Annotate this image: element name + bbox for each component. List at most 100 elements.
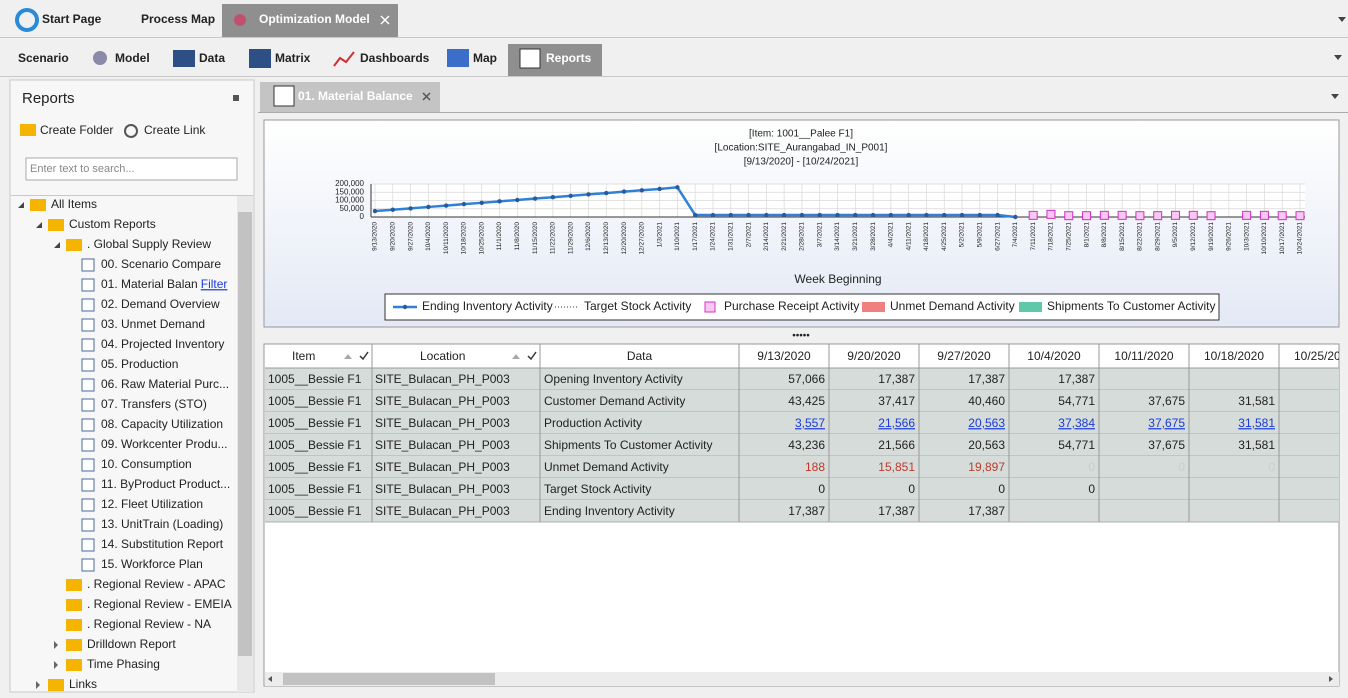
search-placeholder[interactable]: Enter text to search... (30, 163, 135, 175)
column-header[interactable]: Item (292, 349, 315, 363)
tree-item[interactable]: Time Phasing (87, 657, 160, 671)
tree-item[interactable]: Links (69, 677, 97, 691)
tab[interactable]: Start Page (42, 12, 102, 26)
x-tick-label: 9/26/2021 (1226, 222, 1233, 251)
marker (1082, 211, 1092, 221)
toolbar-button[interactable]: Matrix (275, 51, 311, 65)
tree-item[interactable]: 11. ByProduct Product... (101, 477, 230, 491)
close-button[interactable] (422, 92, 431, 101)
toolbar-button[interactable]: Map (473, 51, 497, 65)
tree-item[interactable]: . Global Supply Review (87, 237, 211, 251)
tree-item[interactable]: 00. Scenario Compare (101, 257, 221, 271)
x-axis-label: Week Beginning (794, 272, 881, 286)
close-button[interactable] (380, 15, 390, 25)
cell[interactable]: 3,557 (795, 416, 825, 430)
x-tick-label: 10/11/2020 (443, 222, 450, 254)
dropdown[interactable] (1338, 17, 1346, 22)
expander[interactable] (54, 242, 60, 248)
cell: 20,563 (968, 438, 1005, 452)
x-tick-label: 10/18/2020 (461, 222, 468, 255)
cell: 188 (805, 460, 825, 474)
cell[interactable]: 21,566 (878, 416, 915, 430)
column-header[interactable]: Location (420, 349, 465, 363)
column-header[interactable]: 10/25/2020 (1294, 349, 1348, 363)
expander[interactable] (18, 202, 24, 208)
tree-item[interactable]: 02. Demand Overview (101, 297, 220, 311)
toolbar-button[interactable]: Data (199, 51, 225, 65)
document-tab-label[interactable]: 01. Material Balance (298, 89, 413, 103)
toolbar-button[interactable]: Model (115, 51, 150, 65)
x-tick-label: 8/22/2021 (1137, 222, 1144, 251)
tree-item[interactable]: 15. Workforce Plan (101, 557, 203, 571)
point (1013, 214, 1018, 220)
expander[interactable] (36, 681, 40, 689)
column-header[interactable]: 9/20/2020 (847, 349, 901, 363)
splitter[interactable]: ••••• (792, 331, 810, 342)
tree-item[interactable]: 12. Fleet Utilization (101, 497, 203, 511)
expander[interactable] (36, 222, 42, 228)
tree-item[interactable]: . Regional Review - APAC (87, 577, 226, 591)
tab[interactable]: Optimization Model (259, 12, 370, 26)
toolbar-button[interactable]: Dashboards (360, 51, 430, 65)
legend-label: Shipments To Customer Activity (1047, 299, 1216, 313)
cell[interactable]: 20,563 (968, 416, 1005, 430)
pin[interactable] (233, 95, 239, 101)
report-icon (81, 438, 95, 452)
scroll-left[interactable] (268, 676, 272, 682)
h-scrollbar[interactable] (265, 672, 1339, 686)
column-header[interactable]: Data (627, 349, 653, 363)
column-header[interactable]: 10/4/2020 (1027, 349, 1081, 363)
tree-item[interactable]: 04. Projected Inventory (101, 337, 224, 351)
action[interactable]: Create Link (144, 123, 206, 137)
scroll-right[interactable] (1329, 676, 1333, 682)
cell[interactable]: 31,581 (1238, 416, 1275, 430)
tree-item[interactable]: 01. Material Balan (101, 277, 198, 291)
tree-item[interactable]: 13. UnitTrain (Loading) (101, 517, 223, 531)
filter-link[interactable]: Filter (201, 277, 228, 291)
x-tick-label: 5/9/2021 (977, 222, 984, 248)
tree-item[interactable]: Drilldown Report (87, 637, 176, 651)
point (657, 186, 662, 192)
icon (519, 48, 541, 69)
active-tab[interactable] (222, 4, 398, 37)
chart: [Item: 1001__Palee F1] [Location:SITE_Aur… (335, 129, 1305, 321)
toolbar-button[interactable]: Reports (546, 51, 592, 65)
cell: Target Stock Activity (544, 482, 651, 496)
cell: 17,387 (968, 504, 1005, 518)
tree-item[interactable]: 09. Workcenter Produ... (101, 437, 228, 451)
tab[interactable]: Process Map (141, 12, 215, 26)
folder-icon (66, 579, 82, 591)
x-tick-label: 1/31/2021 (727, 222, 734, 251)
tree-item[interactable]: 06. Raw Material Purc... (101, 377, 229, 391)
tree-item[interactable]: . Regional Review - NA (87, 617, 211, 631)
tree-item[interactable]: 05. Production (101, 357, 178, 371)
point (461, 201, 467, 207)
tree-item[interactable]: . Regional Review - EMEIA (87, 597, 232, 611)
expander[interactable] (54, 641, 58, 649)
column-header[interactable]: 10/11/2020 (1114, 349, 1173, 363)
column-header[interactable]: 9/13/2020 (757, 349, 811, 363)
tree-item[interactable]: All Items (51, 197, 97, 211)
expander[interactable] (54, 661, 58, 669)
cell[interactable]: 37,384 (1058, 416, 1095, 430)
cell: 17,387 (1058, 372, 1095, 386)
tree-item[interactable]: 03. Unmet Demand (101, 317, 205, 331)
dropdown[interactable] (1334, 55, 1342, 60)
tree-item[interactable]: Custom Reports (69, 217, 156, 231)
point (924, 212, 929, 218)
scroll-thumb[interactable] (238, 212, 252, 656)
toolbar-button[interactable]: Scenario (18, 51, 69, 65)
scroll-thumb[interactable] (283, 673, 495, 685)
x-tick-label: 11/22/2020 (550, 222, 557, 254)
cell[interactable]: 37,675 (1148, 416, 1185, 430)
x-tick-label: 9/20/2020 (390, 222, 397, 251)
search-box[interactable] (25, 157, 238, 181)
tree-item[interactable]: 10. Consumption (101, 457, 192, 471)
tree-item[interactable]: 08. Capacity Utilization (101, 417, 223, 431)
column-header[interactable]: 9/27/2020 (937, 349, 991, 363)
tree-item[interactable]: 14. Substitution Report (101, 537, 224, 551)
dropdown[interactable] (1331, 94, 1339, 99)
column-header[interactable]: 10/18/2020 (1204, 349, 1264, 363)
action[interactable]: Create Folder (40, 123, 113, 137)
tree-item[interactable]: 07. Transfers (STO) (101, 397, 207, 411)
